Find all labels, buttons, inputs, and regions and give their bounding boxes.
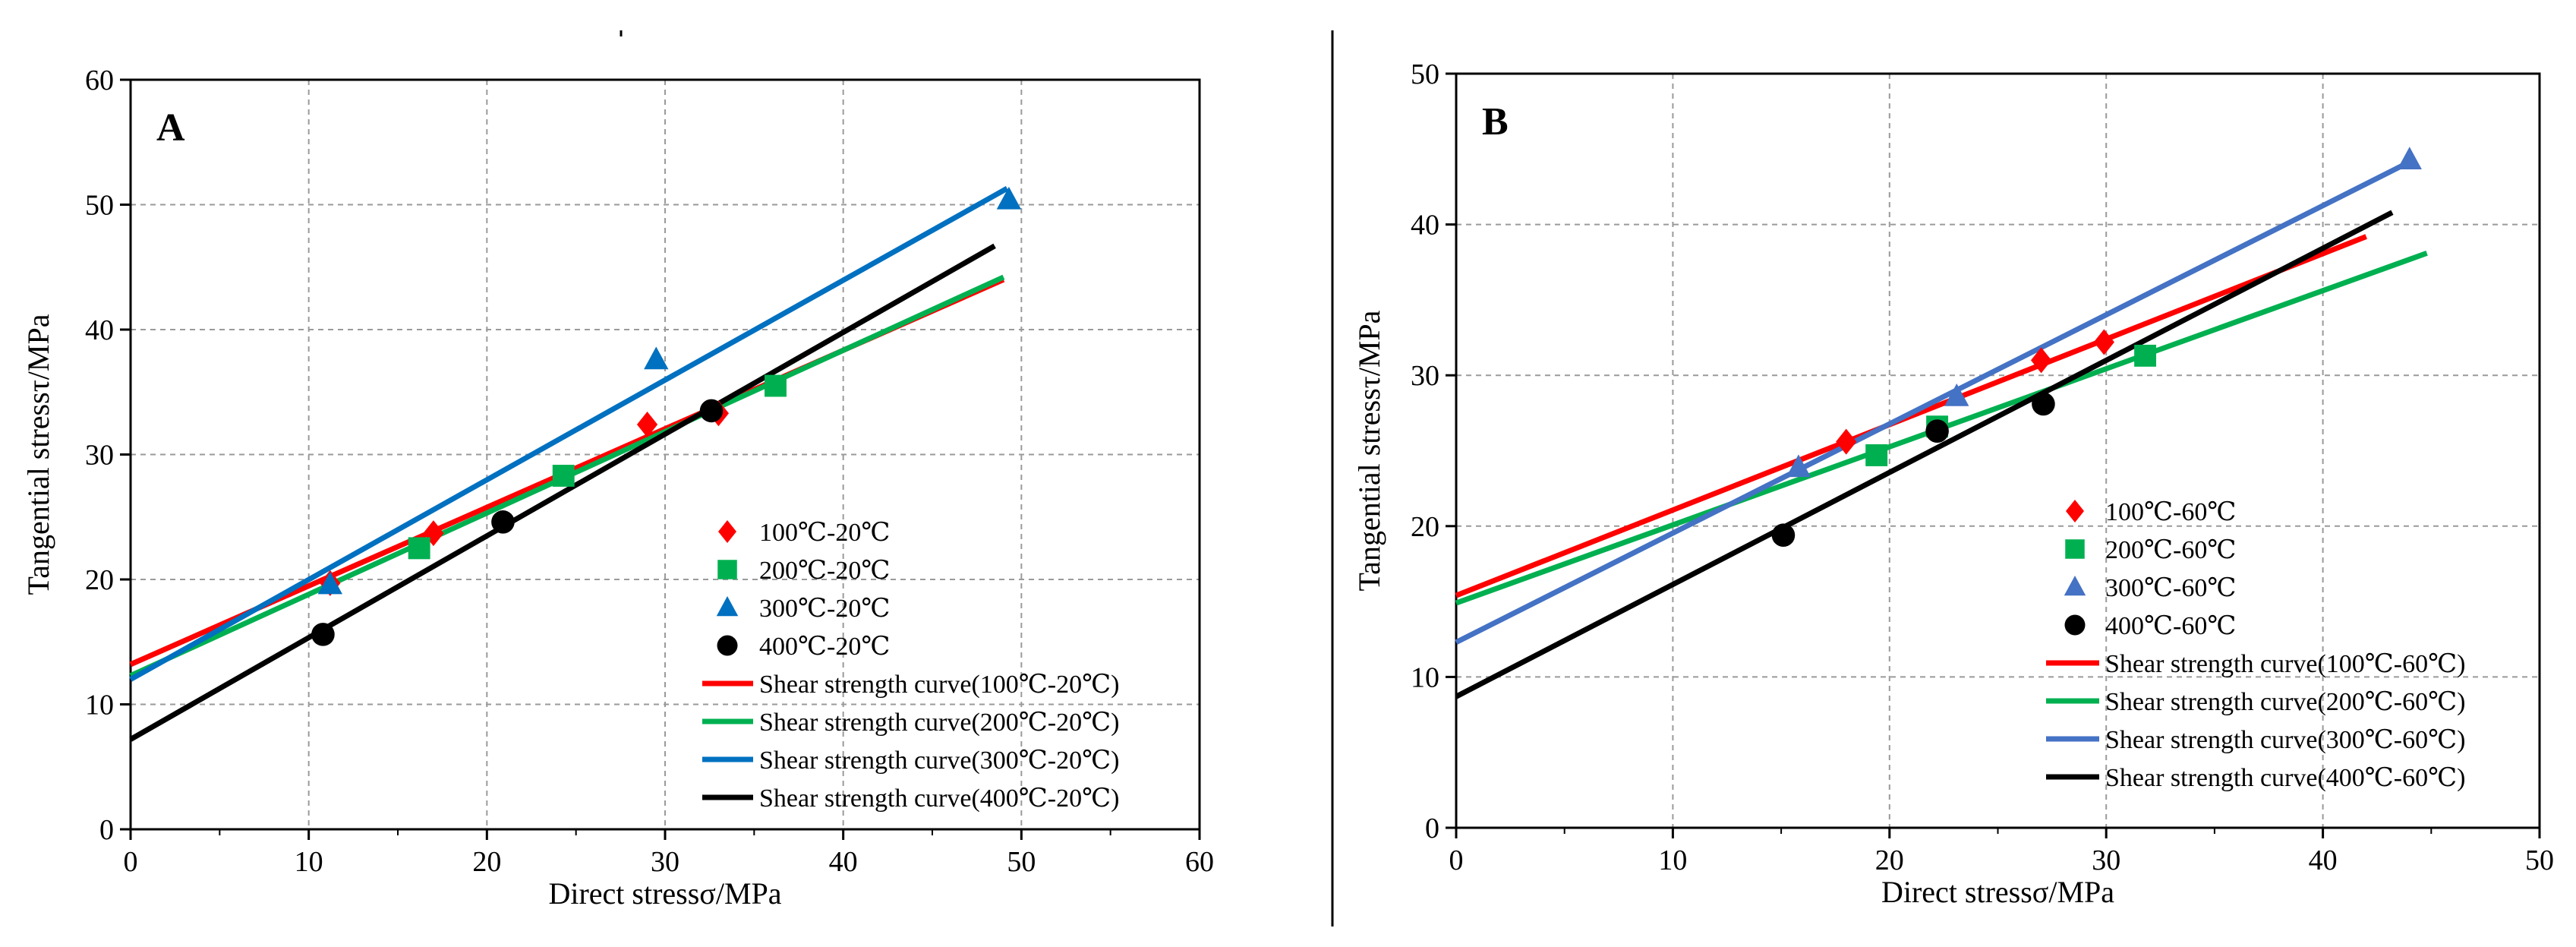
chart-b-fit-line-shear-strength-curve-100c-60c — [1455, 234, 2367, 598]
chart-a-legend-label: Shear strength curve(100℃-20℃) — [759, 671, 1120, 699]
chart-a-legend-label: 200℃-20℃ — [759, 557, 890, 585]
chart-b-y-tick-label: 40 — [1411, 210, 1439, 241]
chart-a-point-400c-20c — [311, 623, 335, 646]
chart-a-point-300c-20c — [644, 346, 669, 370]
chart-b-legend-label: 300℃-60℃ — [2105, 574, 2236, 602]
chart-b-x-tick-label: 10 — [1658, 844, 1687, 876]
chart-a-legend-label: Shear strength curve(300℃-20℃) — [759, 747, 1120, 775]
chart-b-x-axis-title: Direct stressσ/MPa — [1881, 875, 2114, 909]
chart-a-y-tick-label: 40 — [85, 314, 114, 346]
chart-a-y-tick-label: 60 — [85, 65, 114, 96]
chart-a-y-axis-title: Tangential stressτ/MPa — [21, 314, 55, 595]
chart-b-panel-letter: B — [1482, 100, 1509, 144]
chart-a-y-tick-label: 20 — [85, 564, 114, 596]
chart-a-legend-label: Shear strength curve(400℃-20℃) — [759, 784, 1120, 813]
chart-a-x-tick-label: 20 — [472, 846, 501, 878]
chart-b-point-100c-60c — [1836, 428, 1857, 455]
chart-a-point-200c-20c — [765, 374, 787, 397]
chart-a-point-200c-20c — [552, 465, 575, 487]
chart-a-y-tick-label: 0 — [99, 814, 114, 846]
chart-b-x-tick-label: 40 — [2309, 844, 2338, 876]
chart-b-legend-marker-swatch — [2064, 614, 2086, 636]
chart-b-gridlines — [1456, 74, 2540, 828]
chart-b-y-axis-title: Tangential stressτ/MPa — [1352, 310, 1386, 591]
chart-a-fit-line-shear-strength-curve-400c-20c — [129, 243, 996, 742]
chart-b-fit-line-shear-strength-curve-300c-60c — [1455, 162, 2407, 645]
chart-b-point-400c-60c — [1925, 419, 1949, 443]
chart-b-legend: 100℃-60℃ 200℃-60℃ 300℃-60℃ 400℃-60℃ Shear st… — [2046, 498, 2466, 792]
chart-b-point-300c-60c — [2397, 147, 2422, 169]
chart-a-point-200c-20c — [408, 537, 430, 560]
chart-b: 0 10 20 30 40 50 0 10 20 30 40 50 Direct stressσ/MPa… — [1352, 58, 2554, 909]
chart-a-legend-marker-swatch — [717, 635, 738, 656]
chart-a-point-100c-20c — [636, 412, 658, 438]
chart-b-point-300c-60c — [1944, 384, 1969, 406]
chart-b-legend-label: 100℃-60℃ — [2105, 498, 2236, 526]
chart-a-legend-marker-swatch — [718, 520, 736, 543]
chart-b-y-tick-label: 50 — [1411, 58, 1439, 90]
chart-a-legend-label: 300℃-20℃ — [759, 595, 890, 623]
chart-a-legend-label: 400℃-20℃ — [759, 633, 890, 661]
chart-b-point-400c-60c — [2032, 392, 2055, 416]
chart-b-point-200c-60c — [2134, 344, 2157, 367]
chart-b-y-tick-label: 10 — [1411, 661, 1439, 693]
chart-a-legend-marker-swatch — [717, 560, 737, 579]
chart-a-point-400c-20c — [699, 399, 724, 423]
chart-b-point-100c-60c — [2093, 329, 2114, 355]
chart-a-legend-label: Shear strength curve(200℃-20℃) — [759, 709, 1120, 737]
chart-a-x-tick-label: 50 — [1007, 846, 1036, 878]
chart-a-legend-marker-swatch — [716, 596, 739, 617]
chart-a-x-tick-label: 40 — [829, 846, 858, 878]
chart-a-legend-label: 100℃-20℃ — [759, 519, 890, 547]
chart-b-point-200c-60c — [1865, 444, 1888, 466]
chart-b-legend-label: Shear strength curve(100℃-60℃) — [2105, 650, 2466, 678]
chart-b-legend-label: Shear strength curve(400℃-60℃) — [2105, 764, 2466, 792]
chart-b-legend-label: Shear strength curve(200℃-60℃) — [2105, 688, 2466, 716]
chart-b-x-tick-label: 50 — [2525, 844, 2554, 876]
chart-a-x-tick-label: 60 — [1185, 846, 1214, 878]
chart-b-y-tick-label: 20 — [1411, 511, 1439, 543]
chart-b-x-tick-label: 20 — [1875, 844, 1904, 876]
chart-b-fit-line-shear-strength-curve-400c-60c — [1455, 210, 2394, 699]
chart-a-point-300c-20c — [317, 571, 342, 595]
chart-a-point-300c-20c — [996, 186, 1022, 210]
chart-a-x-tick-label: 0 — [124, 846, 138, 878]
chart-b-x-tick-label: 0 — [1449, 844, 1464, 876]
chart-b-legend-label: 400℃-60℃ — [2105, 612, 2236, 640]
chart-a-point-100c-20c — [423, 520, 444, 547]
chart-b-x-tick-label: 30 — [2092, 844, 2120, 876]
chart-a-x-axis-title: Direct stressσ/MPa — [548, 876, 781, 911]
chart-b-point-400c-60c — [1771, 523, 1796, 548]
chart-b-legend-marker-swatch — [2066, 500, 2084, 522]
chart-b-legend-label: 200℃-60℃ — [2105, 536, 2236, 564]
chart-a-y-tick-label: 10 — [85, 690, 114, 721]
chart-b-point-300c-60c — [1786, 454, 1811, 478]
chart-b-legend-marker-swatch — [2064, 576, 2086, 596]
chart-a-legend: 100℃-20℃ 200℃-20℃ 300℃-20℃ 400℃-20℃ Shear st… — [702, 519, 1120, 813]
chart-b-y-tick-label: 30 — [1411, 360, 1439, 392]
chart-a-panel-letter: A — [156, 106, 185, 150]
chart-a-y-tick-label: 50 — [85, 190, 114, 222]
chart-b-legend-label: Shear strength curve(300℃-60℃) — [2105, 726, 2466, 754]
chart-a-point-400c-20c — [491, 510, 515, 534]
chart-a-y-tick-label: 30 — [85, 440, 114, 472]
chart-a: 0 10 20 30 40 50 60 0 10 20 30 40 50 60 Direct stressσ… — [21, 65, 1214, 911]
chart-b-legend-marker-swatch — [2065, 539, 2085, 559]
chart-b-y-tick-label: 0 — [1425, 813, 1439, 844]
chart-a-gridlines — [131, 80, 1200, 829]
chart-b-point-100c-60c — [2030, 347, 2052, 374]
chart-a-fit-line-shear-strength-curve-300c-20c — [129, 186, 1009, 682]
chart-a-x-tick-label: 30 — [651, 846, 679, 878]
chart-a-x-tick-label: 10 — [295, 846, 323, 878]
